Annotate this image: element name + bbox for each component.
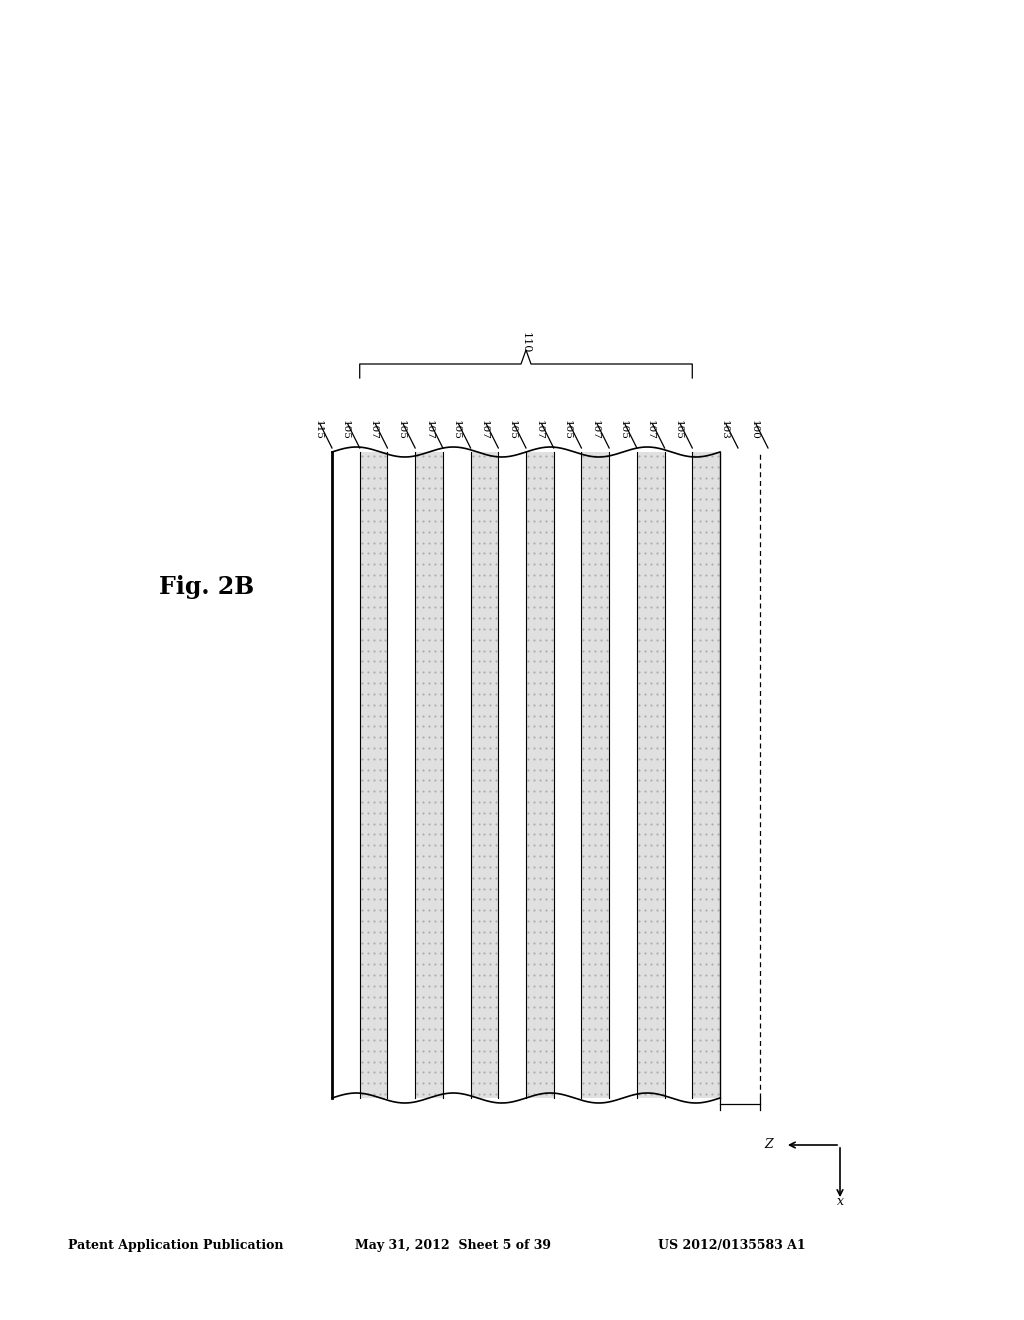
Text: 105: 105 <box>396 420 406 440</box>
Text: 105: 105 <box>674 420 683 440</box>
Text: 105: 105 <box>563 420 572 440</box>
Text: 107: 107 <box>424 420 433 440</box>
Text: 105: 105 <box>452 420 461 440</box>
Text: 105: 105 <box>618 420 628 440</box>
Text: 100: 100 <box>750 420 759 440</box>
Bar <box>582 451 609 1098</box>
Text: 105: 105 <box>508 420 516 440</box>
Bar <box>526 451 554 1098</box>
Text: x: x <box>837 1195 844 1208</box>
Text: Z: Z <box>764 1138 773 1151</box>
Text: 110: 110 <box>521 333 531 354</box>
Text: Fig. 2B: Fig. 2B <box>159 576 254 599</box>
Text: 107: 107 <box>591 420 600 440</box>
Text: 107: 107 <box>536 420 544 440</box>
Text: 105: 105 <box>341 420 350 440</box>
Text: US 2012/0135583 A1: US 2012/0135583 A1 <box>658 1238 806 1251</box>
Text: 103: 103 <box>720 420 728 440</box>
Text: May 31, 2012  Sheet 5 of 39: May 31, 2012 Sheet 5 of 39 <box>355 1238 551 1251</box>
Bar <box>692 451 720 1098</box>
Bar <box>415 451 442 1098</box>
Text: 107: 107 <box>480 420 488 440</box>
Text: 115: 115 <box>313 420 323 440</box>
Text: 107: 107 <box>369 420 378 440</box>
Bar <box>637 451 665 1098</box>
Text: 107: 107 <box>646 420 655 440</box>
Bar <box>359 451 387 1098</box>
Text: Patent Application Publication: Patent Application Publication <box>68 1238 284 1251</box>
Bar <box>471 451 499 1098</box>
